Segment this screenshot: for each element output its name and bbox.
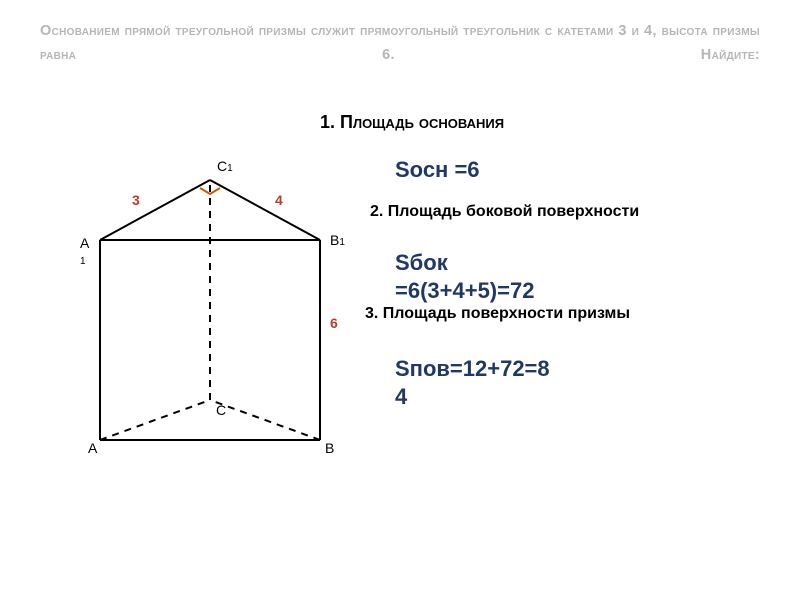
- question-3: 3. Площадь поверхности призмы: [365, 305, 630, 323]
- question-2: 2. Площадь боковой поверхности: [370, 203, 639, 221]
- question-1: 1. Площадь основания: [320, 112, 504, 133]
- label-C: C: [216, 402, 226, 418]
- formula-2-line1: Sбок: [395, 250, 448, 275]
- problem-title: Основанием прямой треугольной призмы слу…: [40, 20, 760, 68]
- formula-3: Sпов=12+72=8 4: [395, 355, 550, 410]
- label-B: B: [325, 440, 334, 456]
- label-B1: B1: [330, 232, 345, 248]
- label-C1: C1: [217, 158, 233, 174]
- label-A: A: [88, 440, 97, 456]
- formula-2-line2: =6(3+4+5)=72: [395, 278, 534, 303]
- prism-diagram: A1 B1 C1 A B C 3 4 6: [60, 140, 380, 480]
- label-6: 6: [330, 315, 338, 331]
- formula-3-line2: 4: [395, 384, 407, 409]
- formula-3-line1: Sпов=12+72=8: [395, 356, 550, 381]
- label-4: 4: [275, 192, 283, 208]
- formula-1: Sосн =6: [395, 157, 480, 183]
- formula-2: Sбок =6(3+4+5)=72: [395, 249, 534, 304]
- prism-svg: [60, 140, 380, 480]
- label-A1: A1: [80, 235, 89, 267]
- label-3: 3: [132, 192, 140, 208]
